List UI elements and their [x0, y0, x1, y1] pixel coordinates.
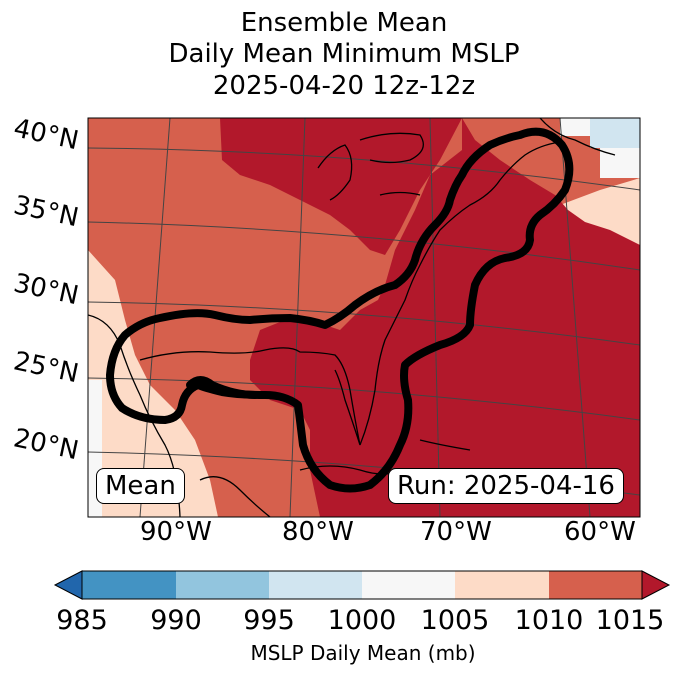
colorbar-tick-1005: 1005 [420, 605, 490, 636]
lon-label-60w: 60°W [564, 517, 636, 547]
colorbar-extend-high [641, 570, 671, 600]
colorbar-tick-995: 995 [243, 605, 295, 636]
run-label: Run: 2025-04-16 [388, 468, 624, 504]
pressure-field-above-1015-north [220, 118, 462, 255]
mean-label: Mean [96, 468, 185, 504]
colorbar-segment-1010-1015 [549, 571, 642, 599]
colorbar-segment-1005-1010 [455, 571, 549, 599]
map-area [88, 118, 640, 517]
colorbar-tick-985: 985 [56, 605, 108, 636]
lon-label-90w: 90°W [140, 517, 212, 547]
colorbar-label: MSLP Daily Mean (mb) [250, 641, 476, 665]
colorbar-tick-1015: 1015 [595, 605, 665, 636]
colorbar-segment-985-990 [82, 571, 176, 599]
title-line-2: Daily Mean Minimum MSLP [168, 39, 520, 69]
colorbar-frame [81, 570, 643, 600]
colorbar-tick-990: 990 [150, 605, 202, 636]
title-line-1: Ensemble Mean [240, 8, 448, 38]
pressure-field-1000-1005 [560, 118, 590, 136]
pressure-field-995-1000 [590, 118, 640, 148]
lon-label-80w: 80°W [282, 517, 354, 547]
colorbar-tick-1000: 1000 [327, 605, 397, 636]
map-frame [87, 117, 641, 518]
ensemble-contour [106, 127, 574, 493]
colorbar-extend-low [53, 570, 83, 600]
colorbar-segment-1000-1005 [362, 571, 455, 599]
colorbar [53, 570, 671, 600]
ensemble-contour-branch [186, 376, 259, 399]
lon-label-70w: 70°W [420, 517, 492, 547]
colorbar-segment-990-995 [176, 571, 269, 599]
colorbar-segment-995-1000 [269, 571, 362, 599]
title-line-3: 2025-04-20 12z-12z [212, 71, 476, 101]
colorbar-tick-1010: 1010 [514, 605, 584, 636]
